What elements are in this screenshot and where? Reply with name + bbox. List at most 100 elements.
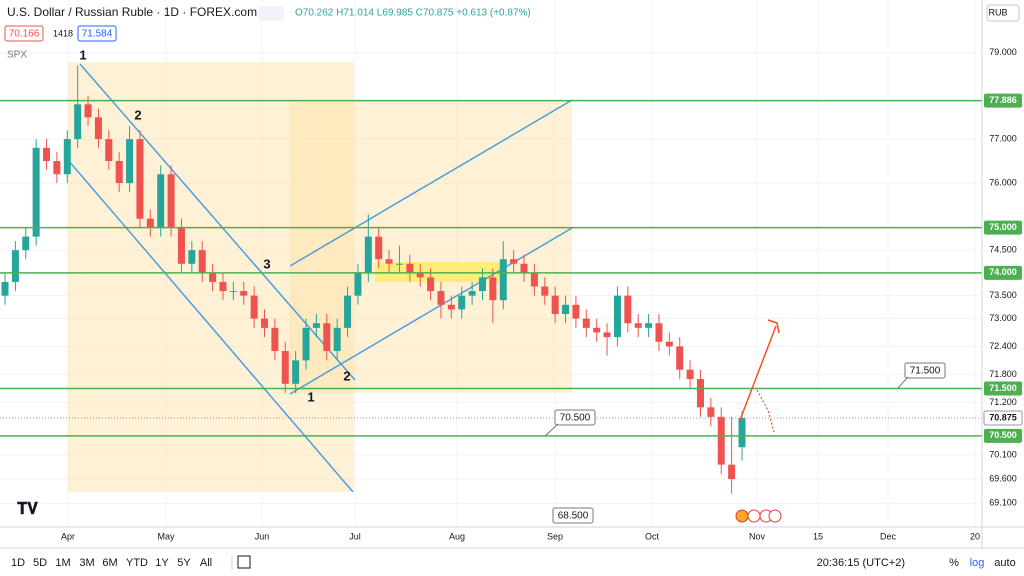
channel-line [289, 99, 573, 267]
candle-body [177, 227, 185, 264]
candle-body [105, 139, 113, 162]
last-price-label: 70.875 [989, 412, 1017, 422]
date-range-icon[interactable] [237, 555, 251, 569]
range-button[interactable]: YTD [126, 557, 148, 569]
x-tick-label: Jun [255, 531, 270, 541]
candle-body [43, 147, 51, 162]
currency-button[interactable] [986, 4, 1020, 22]
time-axis: Apr May Jun Jul Aug Sep Oct Nov 15 Dec 20 [61, 531, 980, 541]
candle-body [634, 323, 642, 328]
candle-body [655, 323, 663, 342]
level-label-box [984, 265, 1022, 280]
candle-body [624, 295, 632, 324]
candle-body [603, 332, 611, 338]
candle-body [302, 327, 310, 361]
candle-body [1, 281, 9, 296]
candle-body [696, 379, 704, 408]
range-button[interactable]: 1D [11, 557, 25, 569]
candle-body [323, 323, 331, 352]
candle-body [478, 277, 486, 292]
event-icon[interactable] [747, 509, 761, 523]
ohlc: O70.262 H71.014 L69.985 C70.875 +0.613 (… [295, 8, 531, 19]
indicator-toggle[interactable] [258, 6, 284, 21]
candle-body [395, 263, 403, 265]
x-tick-label: Jul [349, 531, 361, 541]
level-label-box [984, 428, 1022, 443]
ask-box[interactable] [77, 25, 117, 42]
candle-body [665, 341, 673, 347]
x-tick-label: Apr [61, 531, 75, 541]
range-button[interactable]: All [200, 557, 212, 569]
level-label-box [984, 220, 1022, 235]
candle-body [229, 291, 237, 293]
candle-body [551, 295, 559, 315]
y-tick-label: 72.400 [989, 341, 1017, 351]
range-button[interactable]: 6M [102, 557, 117, 569]
y-tick-label: 74.500 [989, 245, 1017, 255]
range-button[interactable]: 5D [33, 557, 47, 569]
candle-body [437, 291, 445, 305]
currency: RUB [988, 7, 1007, 17]
clock: 20:36:15 (UTC+2) [817, 557, 905, 569]
x-tick-label: Aug [449, 531, 465, 541]
callout-pointer [544, 423, 559, 437]
candle-body [458, 295, 466, 310]
candle-body [510, 259, 518, 264]
callout-text: 68.500 [558, 511, 589, 522]
auto-toggle[interactable]: auto [994, 557, 1015, 569]
event-icon[interactable] [735, 509, 749, 523]
candle-body [541, 286, 549, 296]
candle-body [676, 346, 684, 370]
candle-body [22, 236, 30, 251]
logo: 𝐓𝐕 [17, 501, 38, 518]
y-tick-label: 77.000 [989, 133, 1017, 143]
candle-body [198, 250, 206, 273]
wave-label: 1 [307, 389, 314, 404]
callout-text: 70.500 [560, 413, 591, 424]
level-label: 77.886 [989, 95, 1017, 105]
candle-body [250, 295, 258, 319]
range-button[interactable]: 1M [55, 557, 70, 569]
y-tick-label: 69.600 [989, 473, 1017, 483]
event-icon[interactable] [768, 509, 782, 523]
level-label-box [984, 381, 1022, 396]
bid-box[interactable] [4, 25, 44, 42]
ascending-zone [290, 100, 572, 393]
candle-body [94, 117, 102, 140]
candle-body [292, 360, 300, 384]
symbol-title: U.S. Dollar / Russian Ruble · 1D · FOREX… [7, 5, 257, 19]
y-tick-label: 70.100 [989, 449, 1017, 459]
candle-body [385, 259, 393, 264]
candle-body [468, 291, 476, 296]
candle-body [593, 327, 601, 333]
candle-body [240, 291, 248, 296]
candle-body [582, 318, 590, 328]
price-axis: 79.000 77.000 76.000 74.500 73.500 73.000 72.4… [989, 47, 1017, 508]
candle-body [188, 250, 196, 264]
candle-body [717, 416, 725, 465]
candle-body [354, 272, 362, 296]
candle-body [375, 236, 383, 260]
candle-body [707, 407, 715, 417]
levels: 77.886 75.000 74.000 71.500 70.500 70.875 [0, 93, 1023, 443]
log-toggle[interactable]: log [970, 557, 985, 569]
range-button[interactable]: 3M [79, 557, 94, 569]
toolbar: 20:36:15 (UTC+2) % log auto 1D 5D 1M 3M 6M YT… [11, 555, 1016, 570]
x-tick-label: 20 [970, 531, 980, 541]
callout-text: 71.500 [910, 366, 941, 377]
candle-body [499, 259, 507, 301]
candle-body [572, 304, 580, 319]
y-tick-label: 71.800 [989, 369, 1017, 379]
arrow-head [767, 319, 780, 334]
candle-body [645, 323, 653, 328]
y-tick-label: 73.000 [989, 313, 1017, 323]
candle-body [364, 236, 372, 273]
candle-body [271, 327, 279, 352]
wave-label: 2 [343, 368, 350, 383]
range-button[interactable]: 5Y [177, 557, 191, 569]
percent-toggle[interactable]: % [949, 557, 959, 569]
y-tick-label: 73.500 [989, 290, 1017, 300]
range-button[interactable]: 1Y [155, 557, 169, 569]
